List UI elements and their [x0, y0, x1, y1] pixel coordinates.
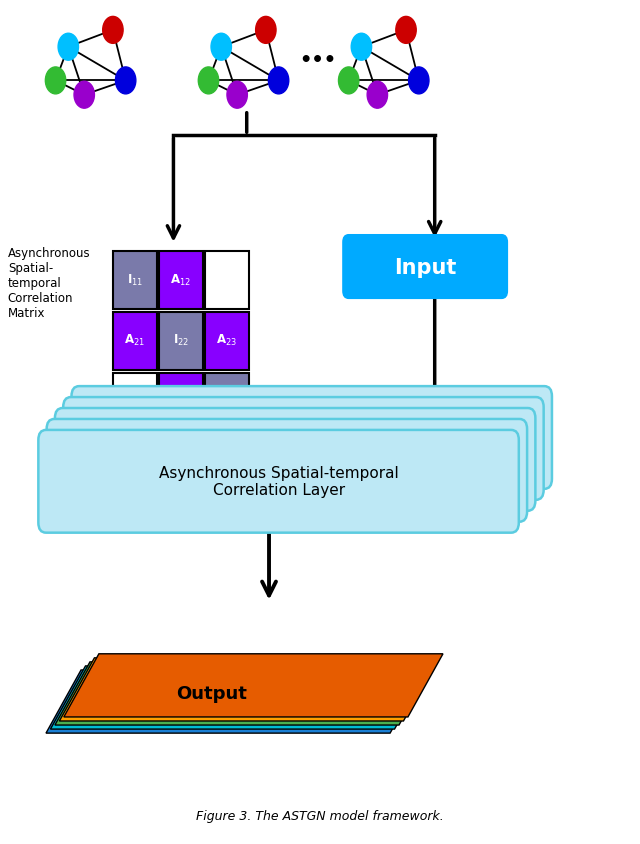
- Text: A$_{21}$: A$_{21}$: [124, 333, 145, 348]
- FancyBboxPatch shape: [55, 408, 536, 511]
- Text: Output: Output: [177, 684, 247, 702]
- Circle shape: [74, 82, 95, 109]
- FancyBboxPatch shape: [63, 398, 543, 500]
- Circle shape: [396, 18, 416, 44]
- FancyBboxPatch shape: [72, 387, 552, 490]
- Polygon shape: [46, 670, 425, 733]
- Text: A$_{12}$: A$_{12}$: [170, 273, 191, 287]
- FancyBboxPatch shape: [205, 252, 248, 310]
- FancyBboxPatch shape: [205, 373, 248, 431]
- FancyBboxPatch shape: [344, 236, 507, 298]
- Polygon shape: [51, 666, 429, 729]
- Circle shape: [268, 68, 289, 95]
- Circle shape: [198, 68, 219, 95]
- Text: Asynchronous Spatial-temporal
Correlation Layer: Asynchronous Spatial-temporal Correlatio…: [159, 466, 399, 498]
- FancyBboxPatch shape: [38, 430, 519, 533]
- Circle shape: [367, 82, 388, 109]
- Circle shape: [408, 68, 429, 95]
- Circle shape: [45, 68, 66, 95]
- Circle shape: [255, 18, 276, 44]
- Circle shape: [58, 35, 79, 61]
- Circle shape: [102, 18, 123, 44]
- FancyBboxPatch shape: [159, 373, 203, 431]
- FancyBboxPatch shape: [113, 312, 157, 371]
- FancyBboxPatch shape: [113, 373, 157, 431]
- Text: Input: Input: [394, 257, 456, 277]
- Circle shape: [339, 68, 359, 95]
- Text: Figure 3. The ASTGN model framework.: Figure 3. The ASTGN model framework.: [196, 809, 444, 821]
- FancyBboxPatch shape: [205, 312, 248, 371]
- Circle shape: [115, 68, 136, 95]
- Polygon shape: [55, 662, 434, 725]
- Text: I$_{11}$: I$_{11}$: [127, 273, 143, 287]
- Polygon shape: [60, 658, 438, 721]
- Circle shape: [211, 35, 232, 61]
- Text: I$_{22}$: I$_{22}$: [173, 333, 189, 348]
- Text: •••: •••: [300, 51, 337, 70]
- FancyBboxPatch shape: [159, 252, 203, 310]
- Circle shape: [351, 35, 372, 61]
- Text: I$_{33}$: I$_{33}$: [218, 393, 235, 408]
- FancyBboxPatch shape: [113, 252, 157, 310]
- Circle shape: [227, 82, 247, 109]
- Text: A$_{23}$: A$_{23}$: [216, 333, 237, 348]
- Polygon shape: [64, 654, 443, 717]
- FancyBboxPatch shape: [159, 312, 203, 371]
- FancyBboxPatch shape: [47, 419, 527, 522]
- Text: A$_{32}$: A$_{32}$: [170, 393, 191, 408]
- Text: Asynchronous
Spatial-
temporal
Correlation
Matrix: Asynchronous Spatial- temporal Correlati…: [8, 247, 90, 320]
